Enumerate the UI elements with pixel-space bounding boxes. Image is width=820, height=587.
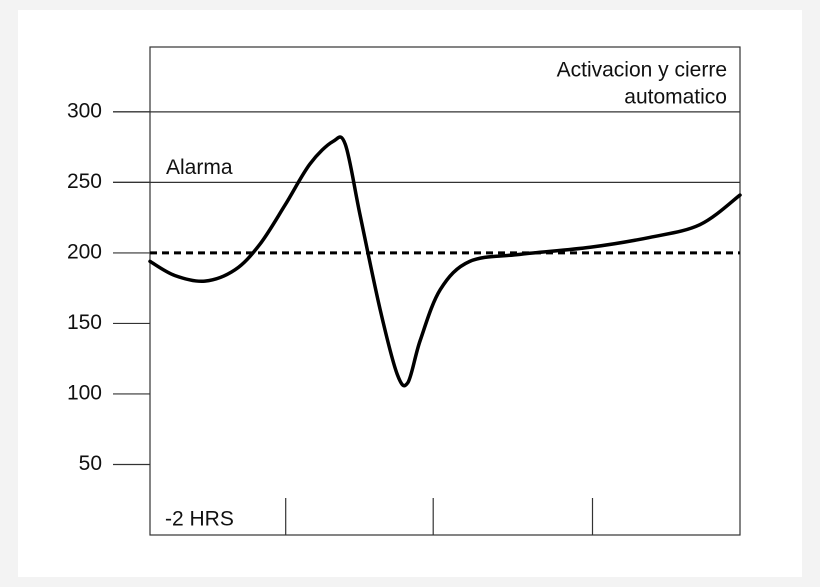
x-start-label: -2 HRS bbox=[165, 508, 234, 531]
y-tick-label: 100 bbox=[67, 382, 102, 405]
reference-label: Activacion y cierre bbox=[557, 58, 727, 81]
card bbox=[18, 10, 802, 577]
line-series bbox=[148, 135, 742, 388]
y-tick-label: 300 bbox=[67, 99, 102, 122]
reference-label: Alarma bbox=[166, 156, 233, 179]
y-tick-label: 200 bbox=[67, 240, 102, 263]
reference-label: automatico bbox=[624, 85, 727, 108]
y-tick-label: 250 bbox=[67, 170, 102, 193]
y-tick-label: 50 bbox=[79, 452, 102, 475]
y-tick-label: 150 bbox=[67, 311, 102, 334]
plot-frame bbox=[149, 46, 741, 536]
